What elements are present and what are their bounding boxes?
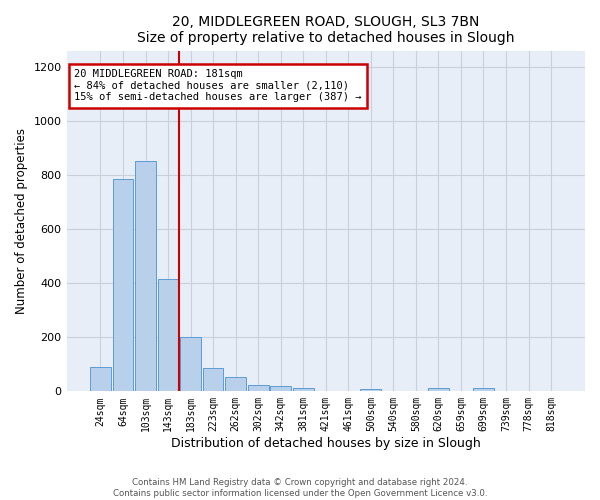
X-axis label: Distribution of detached houses by size in Slough: Distribution of detached houses by size … — [171, 437, 481, 450]
Bar — [113, 179, 133, 392]
Bar — [135, 162, 156, 392]
Bar — [180, 337, 201, 392]
Bar — [225, 378, 246, 392]
Bar — [428, 388, 449, 392]
Y-axis label: Number of detached properties: Number of detached properties — [15, 128, 28, 314]
Bar — [361, 388, 381, 392]
Title: 20, MIDDLEGREEN ROAD, SLOUGH, SL3 7BN
Size of property relative to detached hous: 20, MIDDLEGREEN ROAD, SLOUGH, SL3 7BN Si… — [137, 15, 515, 45]
Bar — [203, 368, 223, 392]
Bar — [271, 386, 291, 392]
Bar — [473, 388, 494, 392]
Bar — [90, 367, 111, 392]
Bar — [248, 386, 269, 392]
Text: 20 MIDDLEGREEN ROAD: 181sqm
← 84% of detached houses are smaller (2,110)
15% of : 20 MIDDLEGREEN ROAD: 181sqm ← 84% of det… — [74, 70, 362, 102]
Text: Contains HM Land Registry data © Crown copyright and database right 2024.
Contai: Contains HM Land Registry data © Crown c… — [113, 478, 487, 498]
Bar — [293, 388, 314, 392]
Bar — [158, 279, 178, 392]
